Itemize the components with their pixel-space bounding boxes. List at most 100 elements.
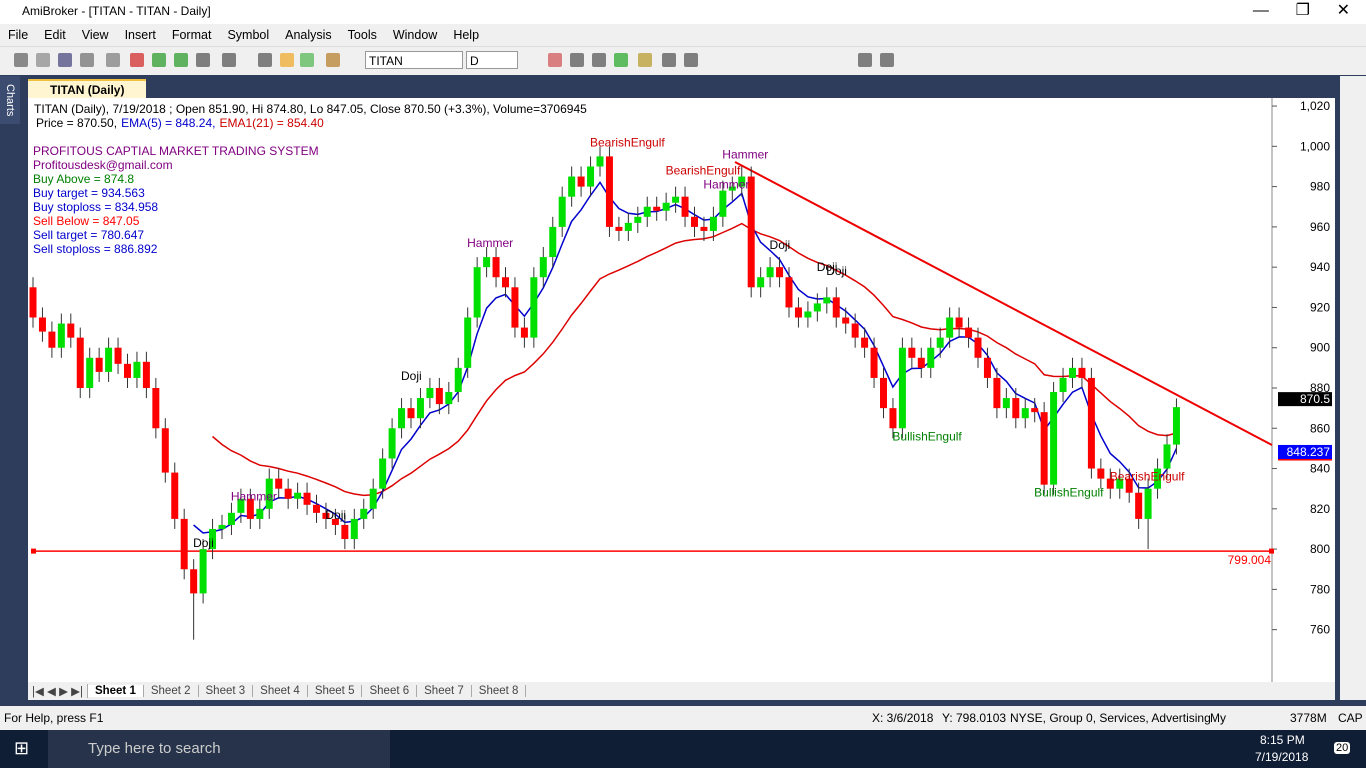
system-note: Buy stoploss = 834.958 xyxy=(33,200,158,214)
candle-body xyxy=(57,323,65,348)
menu-item[interactable]: Tools xyxy=(347,28,377,42)
tool-icon[interactable] xyxy=(152,53,166,67)
ema-fast xyxy=(193,181,1178,534)
support-label: 799.004 xyxy=(1228,553,1272,567)
candle-body xyxy=(313,504,320,513)
candle-body xyxy=(124,363,131,378)
notifications[interactable]: 20 xyxy=(1334,742,1351,754)
candle-body xyxy=(464,317,472,368)
sheet-tab[interactable]: Sheet 8 xyxy=(472,685,527,697)
right-toolbar xyxy=(1340,76,1366,700)
candle-body xyxy=(587,166,595,187)
price-label: 848.237 xyxy=(1287,445,1331,459)
tool-icon[interactable] xyxy=(280,53,294,67)
tool-icon[interactable] xyxy=(80,53,94,67)
tool-icon[interactable] xyxy=(14,53,28,67)
candle-body xyxy=(605,156,613,227)
candle-body xyxy=(577,176,585,187)
candle-body xyxy=(142,361,150,388)
tool-icon[interactable] xyxy=(880,53,894,67)
status-cap: CAP xyxy=(1338,711,1363,725)
menu-item[interactable]: Edit xyxy=(44,28,66,42)
tool-icon[interactable] xyxy=(684,53,698,67)
status-my: My xyxy=(1210,711,1226,725)
y-tick-label: 1,000 xyxy=(1300,139,1330,153)
info-price: EMA(5) = 848.24, xyxy=(121,116,215,130)
tool-icon[interactable] xyxy=(614,53,628,67)
candle-body xyxy=(634,216,642,223)
candle-body xyxy=(1116,478,1124,489)
sheet-tab[interactable]: Sheet 1 xyxy=(87,685,144,697)
candle-body xyxy=(709,216,717,231)
y-tick-label: 800 xyxy=(1310,542,1330,556)
menu-item[interactable]: Format xyxy=(171,28,212,42)
candle-body xyxy=(624,222,632,231)
tool-icon[interactable] xyxy=(258,53,272,67)
side-tab[interactable]: Charts xyxy=(0,76,20,124)
system-note: Profitousdesk@gmail.com xyxy=(33,158,173,172)
tool-icon[interactable] xyxy=(662,53,676,67)
candle-body xyxy=(29,287,37,318)
search-box[interactable]: Type here to search xyxy=(48,730,390,768)
candle-body xyxy=(766,267,774,278)
menu-item[interactable]: Analysis xyxy=(285,28,332,42)
tool-icon[interactable] xyxy=(592,53,606,67)
symbol-combo[interactable]: TITAN xyxy=(365,51,463,69)
candle-body xyxy=(558,196,566,227)
interval-combo[interactable]: D xyxy=(466,51,518,69)
pattern-label: BearishEngulf xyxy=(666,163,741,177)
sheet-tab[interactable]: Sheet 5 xyxy=(308,685,363,697)
tool-icon[interactable] xyxy=(858,53,872,67)
candle-body xyxy=(946,317,954,338)
start-button[interactable]: ⊞ xyxy=(14,738,30,758)
system-note: Buy Above = 874.8 xyxy=(33,172,134,186)
sheet-tab[interactable]: Sheet 2 xyxy=(144,685,199,697)
tool-icon[interactable] xyxy=(58,53,72,67)
menu-item[interactable]: Help xyxy=(453,28,480,42)
tool-icon[interactable] xyxy=(326,53,340,67)
tool-icon[interactable] xyxy=(130,53,144,67)
tool-icon[interactable] xyxy=(638,53,652,67)
sheet-tab[interactable]: Sheet 6 xyxy=(362,685,418,697)
nav[interactable]: |◀ ◀ ▶ ▶| xyxy=(28,684,88,698)
candle-body xyxy=(341,524,349,540)
y-tick-label: 1,020 xyxy=(1300,99,1330,113)
pattern-label: Hammer xyxy=(467,236,513,250)
candle-body xyxy=(1106,478,1114,489)
menu-item[interactable]: File xyxy=(8,28,29,42)
candle-body xyxy=(67,323,75,338)
candle-body xyxy=(95,357,103,372)
status-mem: 3778M xyxy=(1290,711,1327,725)
candle-body xyxy=(917,357,925,368)
candle-body xyxy=(256,508,264,519)
tool-icon[interactable] xyxy=(36,53,50,67)
chart: TITAN (Daily), 7/19/2018 ; Open 851.90, … xyxy=(29,98,1332,682)
tool-icon[interactable] xyxy=(106,53,120,67)
menu-item[interactable]: View xyxy=(81,28,109,42)
menu-item[interactable]: Window xyxy=(392,28,438,42)
tool-icon[interactable] xyxy=(196,53,210,67)
pattern-label: Hammer xyxy=(703,178,749,192)
sheet-tab[interactable]: Sheet 3 xyxy=(199,685,254,697)
tool-icon[interactable] xyxy=(548,53,562,67)
price-box xyxy=(1278,444,1332,459)
sheet-tab[interactable]: Sheet 4 xyxy=(253,685,308,697)
candle-body xyxy=(502,277,509,288)
candle-body xyxy=(974,337,982,358)
status-info: NYSE, Group 0, Services, Advertising xyxy=(1010,711,1211,725)
y-tick-label: 920 xyxy=(1310,300,1330,314)
window-controls[interactable]: — ❐ ✕ xyxy=(1252,2,1350,19)
system-note: PROFITOUS CAPTIAL MARKET TRADING SYSTEM xyxy=(33,144,319,158)
menu-item[interactable]: Insert xyxy=(124,28,156,42)
trend-line xyxy=(734,161,1273,446)
tool-icon[interactable] xyxy=(222,53,236,67)
menu-item[interactable]: Symbol xyxy=(227,28,270,42)
sheet-tab[interactable]: Sheet 7 xyxy=(417,685,472,697)
info-line: TITAN (Daily), 7/19/2018 ; Open 851.90, … xyxy=(34,102,587,116)
tool-icon[interactable] xyxy=(570,53,584,67)
candle-body xyxy=(416,398,424,419)
tool-icon[interactable] xyxy=(174,53,188,67)
chart-tab[interactable]: TITAN (Daily) xyxy=(28,79,146,98)
tool-icon[interactable] xyxy=(300,53,314,67)
status-y: Y: 798.0103 xyxy=(942,711,1007,725)
